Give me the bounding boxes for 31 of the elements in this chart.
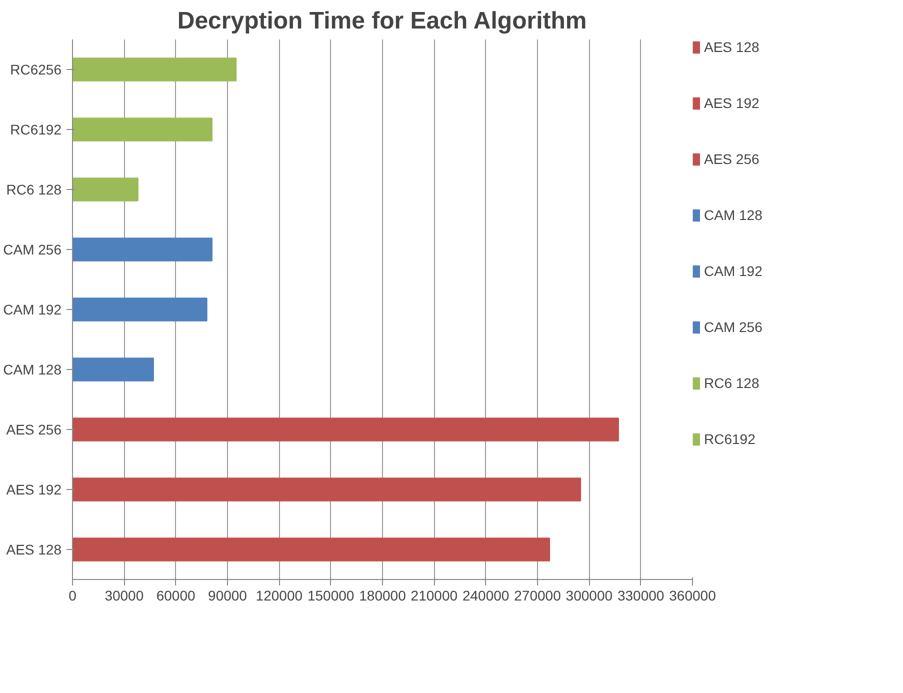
y-tick-label: CAM 128 <box>3 362 62 378</box>
y-tick-label: AES 192 <box>6 482 62 498</box>
x-tick-label: 300000 <box>566 588 613 604</box>
y-tick-label: CAM 256 <box>3 242 62 258</box>
y-tick-label: RC6192 <box>10 122 62 138</box>
legend-label: AES 256 <box>704 151 760 167</box>
x-tick-label: 180000 <box>359 588 406 604</box>
x-tick-label: 240000 <box>462 588 510 604</box>
x-tick-label: 270000 <box>514 588 562 604</box>
legend-label: CAM 256 <box>704 319 762 335</box>
x-tick-label: 60000 <box>156 588 196 604</box>
y-tick-label: AES 128 <box>6 542 62 558</box>
x-tick-label: 0 <box>68 588 77 604</box>
x-tick-label: 210000 <box>410 588 458 604</box>
legend-label: CAM 128 <box>704 207 762 223</box>
x-tick-label: 90000 <box>208 588 248 604</box>
legend-label: RC6 128 <box>704 375 760 391</box>
x-tick-label: 330000 <box>617 588 664 604</box>
y-tick-label: RC6256 <box>10 62 62 78</box>
x-tick-label: 120000 <box>256 588 303 604</box>
y-tick-label: AES 256 <box>6 422 62 438</box>
legend-label: RC6192 <box>704 431 756 447</box>
legend-label: CAM 192 <box>704 263 762 279</box>
legend-label: AES 192 <box>704 95 760 111</box>
y-tick-label: RC6 128 <box>6 182 62 198</box>
x-tick-label: 360000 <box>669 588 716 604</box>
x-tick-label: 30000 <box>104 588 144 604</box>
x-tick-label: 150000 <box>307 588 354 604</box>
chart-title: Decryption Time for Each Algorithm <box>177 8 587 34</box>
legend-label: AES 128 <box>704 39 760 55</box>
y-tick-label: CAM 192 <box>3 302 62 318</box>
